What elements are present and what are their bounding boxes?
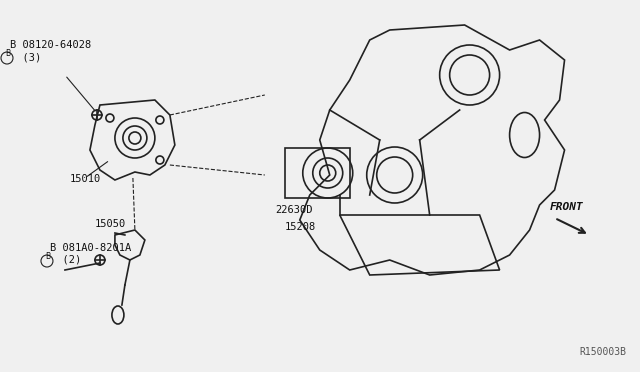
- Bar: [285, 148, 349, 198]
- Text: B 08120-64028
  (3): B 08120-64028 (3): [10, 41, 92, 62]
- Text: 15010: 15010: [70, 174, 101, 184]
- Text: B: B: [5, 49, 10, 58]
- Text: R150003B: R150003B: [580, 347, 627, 357]
- Text: B: B: [45, 252, 50, 261]
- Text: B 081A0-8201A
  (2): B 081A0-8201A (2): [50, 243, 131, 265]
- Text: 22630D: 22630D: [275, 205, 312, 215]
- Text: 15050: 15050: [95, 219, 126, 229]
- Text: 15208: 15208: [285, 222, 316, 232]
- Text: FRONT: FRONT: [550, 202, 583, 212]
